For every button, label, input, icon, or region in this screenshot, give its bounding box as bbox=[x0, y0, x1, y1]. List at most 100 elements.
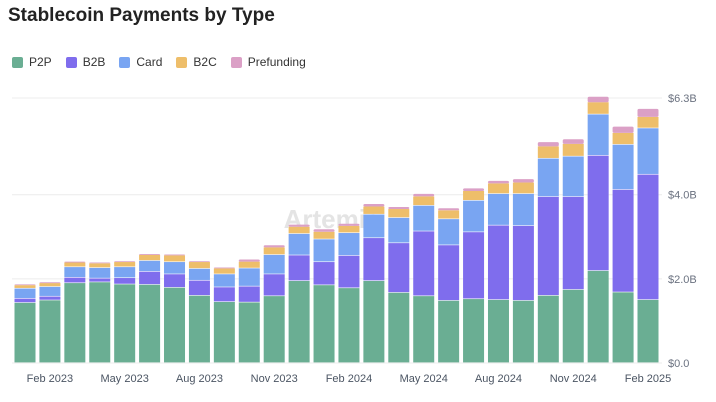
bar-segment-b2c bbox=[139, 254, 161, 261]
bar-segment-p2p bbox=[164, 287, 186, 363]
legend-swatch bbox=[176, 56, 188, 68]
bar-segment-b2b bbox=[213, 287, 235, 302]
bar-segment-card bbox=[39, 286, 61, 296]
bar-segment-b2c bbox=[388, 209, 410, 218]
bar-segment-p2p bbox=[537, 295, 559, 363]
bar-segment-card bbox=[587, 114, 609, 156]
bar-segment-b2b bbox=[338, 255, 360, 288]
bar-segment-prefunding bbox=[114, 261, 136, 263]
bar-segment-card bbox=[114, 267, 136, 278]
bar-segment-b2b bbox=[512, 225, 534, 301]
bar-segment-b2b bbox=[288, 255, 310, 281]
x-tick-label: May 2024 bbox=[400, 373, 448, 385]
bar-segment-b2c bbox=[164, 255, 186, 262]
bar-segment-p2p bbox=[438, 300, 460, 363]
bar-segment-b2b bbox=[39, 296, 61, 300]
bar-segment-p2p bbox=[238, 302, 260, 363]
bar-segment-p2p bbox=[587, 270, 609, 363]
bar-segment-b2b bbox=[139, 271, 161, 285]
legend-label: Prefunding bbox=[247, 55, 306, 69]
bar-segment-prefunding bbox=[413, 193, 435, 197]
bar-segment-b2c bbox=[288, 226, 310, 234]
bar-segment-b2b bbox=[612, 189, 634, 292]
bar-segment-card bbox=[338, 233, 360, 256]
bar-segment-prefunding bbox=[64, 261, 86, 263]
y-tick-label: $4.0B bbox=[668, 190, 697, 202]
legend-item-prefunding[interactable]: Prefunding bbox=[230, 55, 306, 69]
legend-label: B2B bbox=[82, 55, 106, 69]
bar-segment-b2b bbox=[438, 245, 460, 301]
x-tick-label: Feb 2023 bbox=[27, 373, 73, 385]
bar-segment-p2p bbox=[338, 288, 360, 363]
bar-segment-card bbox=[139, 260, 161, 272]
bar-segment-p2p bbox=[288, 280, 310, 363]
bar-segment-b2c bbox=[89, 263, 111, 268]
bar-segment-p2p bbox=[313, 285, 335, 363]
bar-segment-card bbox=[164, 262, 186, 274]
bar-segment-b2b bbox=[263, 274, 285, 296]
bar-segment-prefunding bbox=[338, 223, 360, 226]
bar-segment-b2c bbox=[537, 146, 559, 158]
bar-segment-prefunding bbox=[263, 245, 285, 248]
bar-segment-p2p bbox=[114, 284, 136, 363]
bar-segment-b2b bbox=[238, 286, 260, 302]
x-tick-label: Nov 2023 bbox=[251, 373, 298, 385]
bar-segment-card bbox=[512, 193, 534, 226]
legend-label: P2P bbox=[29, 55, 52, 69]
bar-segment-b2b bbox=[487, 225, 509, 300]
bar-segment-prefunding bbox=[612, 126, 634, 133]
bar-segment-prefunding bbox=[388, 206, 410, 210]
bar-segment-b2b bbox=[114, 278, 136, 284]
bar-segment-prefunding bbox=[139, 254, 161, 255]
bar-segment-b2c bbox=[313, 231, 335, 239]
y-tick-label: $6.3B bbox=[668, 93, 697, 105]
bar-segment-b2c bbox=[463, 190, 485, 201]
bar-segment-card bbox=[313, 239, 335, 262]
bar-segment-p2p bbox=[188, 295, 210, 363]
bar-segment-b2b bbox=[537, 196, 559, 296]
legend-item-b2c[interactable]: B2C bbox=[176, 55, 217, 69]
bar-segment-b2b bbox=[587, 155, 609, 271]
bar-segment-b2c bbox=[512, 182, 534, 194]
bar-segment-card bbox=[537, 158, 559, 197]
legend-label: B2C bbox=[193, 55, 217, 69]
bar-segment-b2c bbox=[487, 183, 509, 194]
legend-item-card[interactable]: Card bbox=[119, 55, 162, 69]
bar-segment-p2p bbox=[637, 299, 659, 363]
bar-segment-card bbox=[637, 128, 659, 174]
legend-label: Card bbox=[136, 55, 163, 69]
bar-segment-b2b bbox=[637, 174, 659, 300]
x-tick-label: Aug 2023 bbox=[176, 373, 223, 385]
bar-segment-b2b bbox=[313, 262, 335, 285]
bar-segment-p2p bbox=[39, 300, 61, 363]
legend-swatch bbox=[230, 56, 242, 68]
bar-segment-b2c bbox=[14, 285, 36, 288]
bar-segment-prefunding bbox=[438, 208, 460, 211]
bar-segment-p2p bbox=[562, 289, 584, 363]
bar-segment-p2p bbox=[263, 296, 285, 363]
bar-segment-card bbox=[363, 214, 385, 238]
x-tick-label: Feb 2024 bbox=[326, 373, 372, 385]
bar-segment-b2c bbox=[363, 206, 385, 214]
bar-segment-prefunding bbox=[537, 142, 559, 147]
bar-segment-card bbox=[64, 267, 86, 278]
legend-item-p2p[interactable]: P2P bbox=[12, 55, 52, 69]
legend-swatch bbox=[12, 56, 23, 68]
bar-segment-b2b bbox=[164, 274, 186, 288]
bar-segment-card bbox=[89, 267, 111, 278]
bar-segment-prefunding bbox=[512, 179, 534, 183]
legend: P2P B2B Card B2C Prefunding bbox=[12, 55, 306, 69]
bar-segment-p2p bbox=[139, 284, 161, 363]
bar-segment-b2c bbox=[587, 102, 609, 114]
bar-segment-b2c bbox=[338, 225, 360, 233]
legend-swatch bbox=[119, 56, 131, 68]
bar-segment-b2b bbox=[64, 277, 86, 283]
bar-segment-card bbox=[413, 205, 435, 231]
bar-segment-card bbox=[463, 200, 485, 232]
bar-segment-b2c bbox=[612, 132, 634, 145]
legend-item-b2b[interactable]: B2B bbox=[65, 55, 106, 69]
bar-segment-b2b bbox=[363, 238, 385, 281]
bar-segment-card bbox=[263, 254, 285, 274]
bar-segment-p2p bbox=[213, 302, 235, 363]
